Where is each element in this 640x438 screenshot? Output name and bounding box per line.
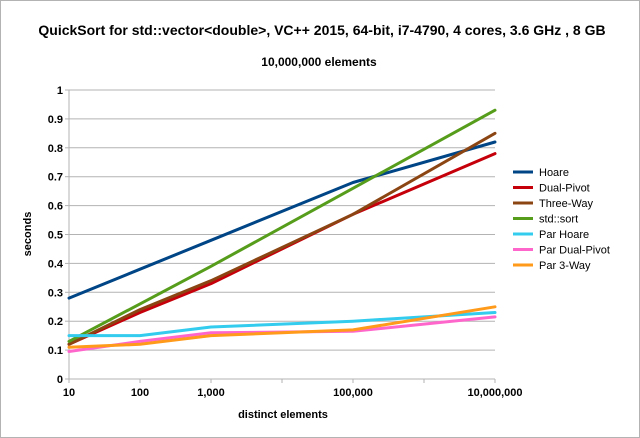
x-tick-label: 10,000,000 <box>467 387 522 399</box>
y-tick-label: 1 <box>57 85 63 97</box>
series-line-par-hoare <box>67 311 497 338</box>
x-axis-label: distinct elements <box>238 409 328 421</box>
y-tick-label: 0.9 <box>48 114 63 126</box>
x-tick-label: 1,000 <box>197 387 225 399</box>
legend-label: Dual-Pivot <box>539 183 590 195</box>
chart-subtitle: 10,000,000 elements <box>261 55 377 69</box>
y-axis-label: seconds <box>22 212 34 257</box>
legend-label: Par Dual-Pivot <box>539 245 610 257</box>
legend-label: Par Hoare <box>539 229 589 241</box>
x-tick-label: 10 <box>63 387 75 399</box>
grid <box>69 89 495 380</box>
tick-labels: 0 0.1 0.2 0.3 0.4 0.5 0.6 0.7 0.8 0.9 1 10 100 1,000 1… <box>48 85 523 399</box>
y-tick-label: 0.2 <box>48 316 63 328</box>
y-tick-label: 0.4 <box>48 258 64 270</box>
series-line-hoare <box>67 140 497 300</box>
y-tick-label: 0.7 <box>48 172 63 184</box>
legend-label: Hoare <box>539 167 569 179</box>
series-lines <box>67 108 497 353</box>
x-tick-label: 100,000 <box>333 387 373 399</box>
chart-title: QuickSort for std::vector<double>, VC++ … <box>38 22 605 38</box>
axes <box>65 89 496 383</box>
y-tick-label: 0.5 <box>48 230 63 242</box>
legend-label: Three-Way <box>539 198 593 210</box>
y-tick-label: 0.8 <box>48 143 63 155</box>
series-line-std-sort <box>67 108 497 343</box>
y-tick-label: 0.1 <box>48 345 63 357</box>
series-line-three-way <box>67 131 497 346</box>
x-tick-label: 100 <box>131 387 149 399</box>
legend-label: std::sort <box>539 214 578 226</box>
series-line-dual-pivot <box>67 152 497 346</box>
y-tick-label: 0.6 <box>48 201 63 213</box>
legend-label: Par 3-Way <box>539 260 591 272</box>
series-line-par-3-way <box>67 305 497 349</box>
y-tick-label: 0 <box>57 374 63 386</box>
y-tick-label: 0.3 <box>48 287 63 299</box>
